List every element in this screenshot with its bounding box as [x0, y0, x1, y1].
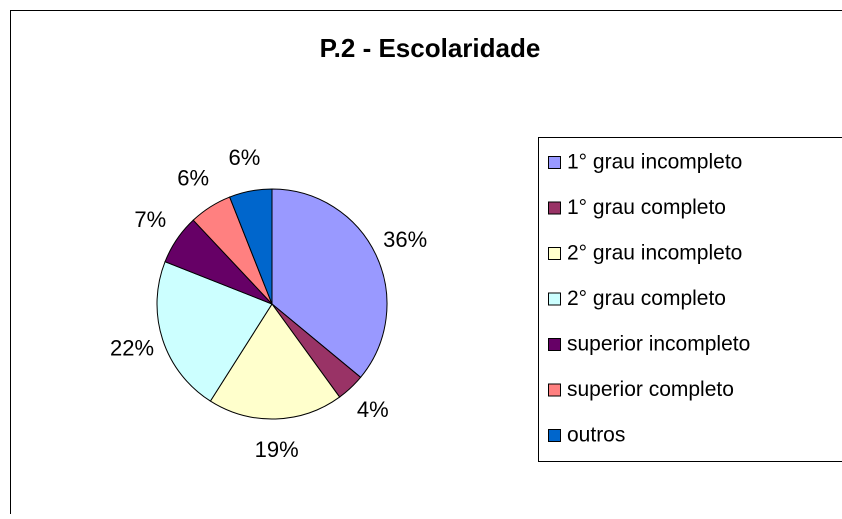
- legend-swatch: [549, 384, 561, 396]
- slice-label: 7%: [134, 207, 166, 232]
- legend-label: outros: [567, 424, 625, 447]
- slice-label: 36%: [383, 227, 427, 252]
- slice-label: 19%: [255, 437, 299, 462]
- legend-label: 1° grau completo: [567, 196, 726, 219]
- legend-label: 1° grau incompleto: [567, 151, 742, 174]
- slice-label: 4%: [357, 397, 389, 422]
- legend-swatch: [549, 248, 561, 260]
- legend-swatch: [549, 157, 561, 169]
- legend-swatch: [549, 430, 561, 442]
- legend-swatch: [549, 202, 561, 214]
- legend-label: superior completo: [567, 378, 734, 401]
- legend-swatch: [549, 339, 561, 351]
- legend-label: 2° grau incompleto: [567, 242, 742, 265]
- slice-label: 22%: [110, 335, 154, 360]
- legend-label: 2° grau completo: [567, 287, 726, 310]
- chart-title: P.2 - Escolaridade: [320, 33, 541, 63]
- slice-label: 6%: [229, 145, 261, 170]
- legend-label: superior incompleto: [567, 333, 750, 356]
- slice-label: 6%: [177, 166, 209, 191]
- legend-swatch: [549, 293, 561, 305]
